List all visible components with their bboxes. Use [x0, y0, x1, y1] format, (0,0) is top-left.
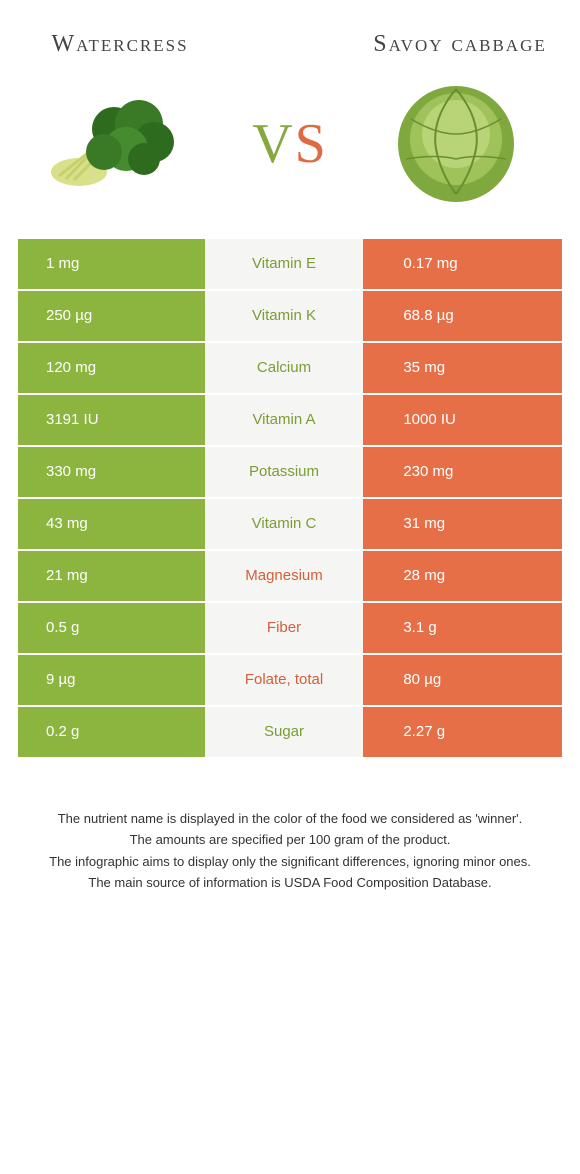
right-value: 0.17 mg: [363, 239, 562, 289]
table-row: 21 mgMagnesium28 mg: [18, 551, 562, 603]
footnote-line: The amounts are specified per 100 gram o…: [30, 830, 550, 850]
comparison-table: 1 mgVitamin E0.17 mg250 µgVitamin K68.8 …: [18, 239, 562, 759]
table-row: 9 µgFolate, total80 µg: [18, 655, 562, 707]
nutrient-name: Vitamin E: [205, 239, 364, 289]
nutrient-name: Potassium: [205, 447, 364, 497]
left-value: 9 µg: [18, 655, 205, 705]
right-value: 28 mg: [363, 551, 562, 601]
left-title: Watercress: [20, 30, 220, 59]
nutrient-name: Magnesium: [205, 551, 364, 601]
left-value: 0.2 g: [18, 707, 205, 757]
left-value: 3191 IU: [18, 395, 205, 445]
footnotes: The nutrient name is displayed in the co…: [30, 809, 550, 893]
table-row: 3191 IUVitamin A1000 IU: [18, 395, 562, 447]
right-value: 31 mg: [363, 499, 562, 549]
nutrient-name: Fiber: [205, 603, 364, 653]
right-value: 35 mg: [363, 343, 562, 393]
table-row: 250 µgVitamin K68.8 µg: [18, 291, 562, 343]
left-value: 0.5 g: [18, 603, 205, 653]
left-value: 120 mg: [18, 343, 205, 393]
table-row: 0.2 gSugar2.27 g: [18, 707, 562, 759]
vs-label: VS: [252, 112, 328, 176]
savoy-cabbage-icon: [376, 79, 536, 209]
table-row: 120 mgCalcium35 mg: [18, 343, 562, 395]
footnote-line: The nutrient name is displayed in the co…: [30, 809, 550, 829]
vs-s: S: [295, 113, 328, 175]
left-value: 21 mg: [18, 551, 205, 601]
table-row: 0.5 gFiber3.1 g: [18, 603, 562, 655]
left-title-col: Watercress: [20, 30, 220, 59]
right-value: 2.27 g: [363, 707, 562, 757]
watercress-icon: [44, 79, 204, 209]
footnote-line: The infographic aims to display only the…: [30, 852, 550, 872]
nutrient-name: Folate, total: [205, 655, 364, 705]
nutrient-name: Vitamin A: [205, 395, 364, 445]
vs-v: V: [252, 113, 294, 175]
right-title: Savoy cabbage: [360, 30, 560, 59]
table-row: 1 mgVitamin E0.17 mg: [18, 239, 562, 291]
nutrient-name: Calcium: [205, 343, 364, 393]
table-row: 43 mgVitamin C31 mg: [18, 499, 562, 551]
images-row: VS: [0, 69, 580, 239]
left-value: 1 mg: [18, 239, 205, 289]
right-value: 68.8 µg: [363, 291, 562, 341]
nutrient-name: Sugar: [205, 707, 364, 757]
header: Watercress Savoy cabbage: [0, 0, 580, 69]
footnote-line: The main source of information is USDA F…: [30, 873, 550, 893]
left-value: 250 µg: [18, 291, 205, 341]
left-value: 330 mg: [18, 447, 205, 497]
right-value: 80 µg: [363, 655, 562, 705]
table-row: 330 mgPotassium230 mg: [18, 447, 562, 499]
right-value: 230 mg: [363, 447, 562, 497]
nutrient-name: Vitamin C: [205, 499, 364, 549]
nutrient-name: Vitamin K: [205, 291, 364, 341]
left-value: 43 mg: [18, 499, 205, 549]
right-title-col: Savoy cabbage: [360, 30, 560, 59]
right-value: 1000 IU: [363, 395, 562, 445]
right-value: 3.1 g: [363, 603, 562, 653]
